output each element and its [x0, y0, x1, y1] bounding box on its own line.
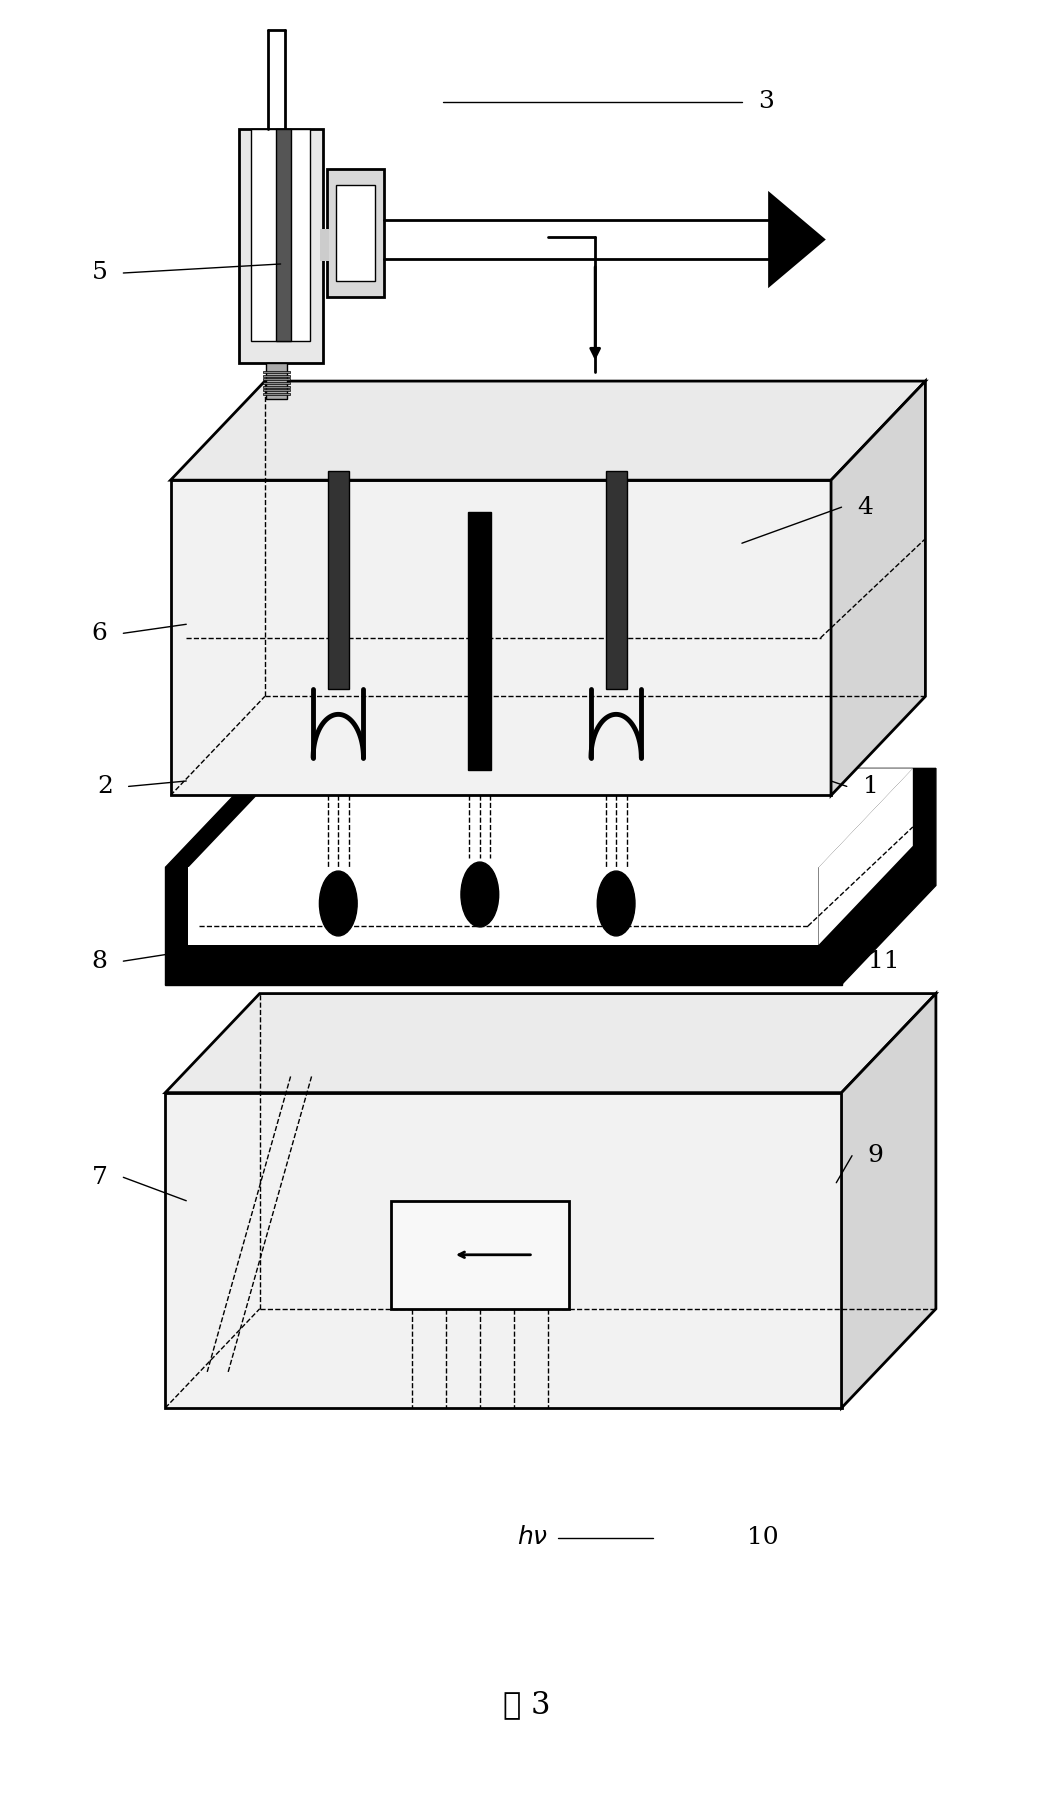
- Text: 7: 7: [92, 1166, 108, 1189]
- Text: 9: 9: [867, 1144, 883, 1167]
- Bar: [262, 378, 290, 379]
- Bar: [171, 481, 831, 795]
- Bar: [606, 472, 626, 688]
- Circle shape: [598, 871, 635, 936]
- Text: 11: 11: [867, 950, 899, 972]
- Polygon shape: [768, 192, 825, 287]
- Text: 2: 2: [97, 775, 113, 799]
- Bar: [391, 1200, 569, 1308]
- Text: 6: 6: [92, 622, 108, 645]
- Text: $h\nu$: $h\nu$: [516, 1527, 548, 1549]
- Polygon shape: [841, 768, 936, 985]
- Bar: [262, 389, 290, 390]
- Polygon shape: [171, 381, 925, 481]
- Bar: [320, 229, 329, 262]
- Bar: [468, 511, 491, 770]
- Text: 4: 4: [857, 495, 873, 519]
- Bar: [165, 867, 841, 985]
- Bar: [276, 128, 291, 342]
- Bar: [189, 867, 819, 945]
- Polygon shape: [165, 768, 936, 867]
- Polygon shape: [819, 768, 913, 945]
- Bar: [327, 168, 385, 298]
- Bar: [262, 381, 290, 383]
- Circle shape: [319, 871, 357, 936]
- Bar: [266, 363, 287, 399]
- Bar: [328, 472, 349, 688]
- Bar: [251, 128, 310, 342]
- Text: 8: 8: [92, 950, 108, 972]
- Text: 图 3: 图 3: [503, 1690, 551, 1720]
- Circle shape: [461, 862, 499, 927]
- Bar: [262, 370, 290, 374]
- Text: 1: 1: [862, 775, 878, 799]
- Polygon shape: [189, 768, 913, 867]
- Polygon shape: [841, 994, 936, 1408]
- Bar: [262, 374, 290, 376]
- Polygon shape: [165, 994, 936, 1093]
- Bar: [238, 128, 323, 363]
- Bar: [336, 184, 375, 282]
- Text: 3: 3: [758, 90, 774, 114]
- Text: 10: 10: [747, 1527, 779, 1549]
- Bar: [165, 1093, 841, 1408]
- Text: 5: 5: [92, 262, 108, 284]
- Bar: [262, 392, 290, 394]
- Polygon shape: [831, 381, 925, 795]
- Bar: [262, 385, 290, 387]
